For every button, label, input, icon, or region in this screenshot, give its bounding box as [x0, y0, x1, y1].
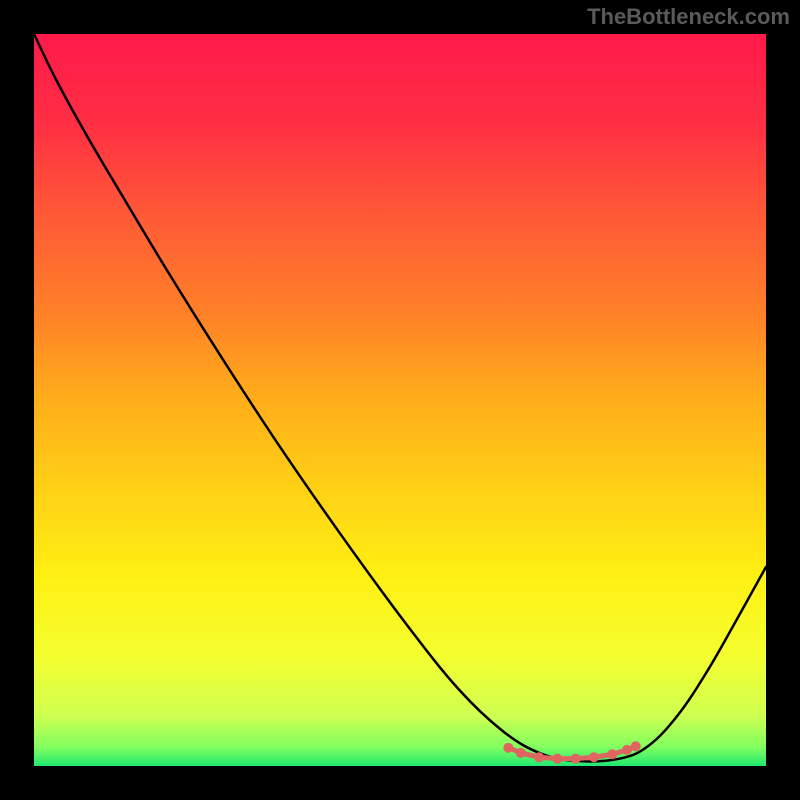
- chart-container: TheBottleneck.com: [0, 0, 800, 800]
- watermark-text: TheBottleneck.com: [587, 4, 790, 30]
- plot-area: [34, 34, 766, 766]
- gradient-background: [34, 34, 766, 766]
